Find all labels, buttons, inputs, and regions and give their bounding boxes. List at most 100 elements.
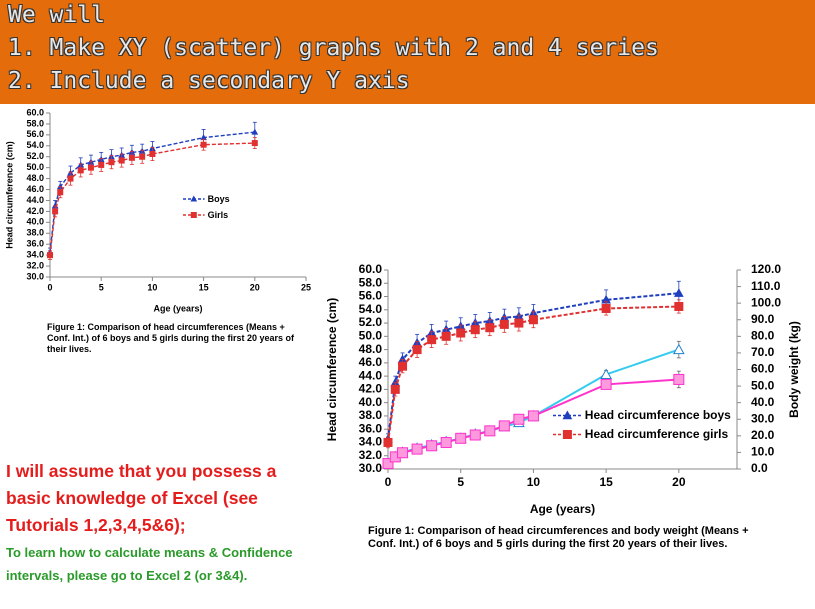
marker	[440, 436, 452, 448]
legend-label: Boys	[207, 194, 230, 204]
marker	[128, 154, 135, 161]
y-tick-label: 58.0	[26, 118, 44, 128]
y-tick-label: 44.0	[359, 368, 383, 382]
x-tick-label: 15	[199, 282, 209, 292]
x-tick-label: 5	[457, 475, 464, 489]
legend-swatch	[553, 430, 582, 439]
y-tick-label: 42.0	[26, 206, 44, 216]
x-tick-label: 20	[250, 282, 260, 292]
marker	[67, 175, 74, 182]
y-axis-title: Head circumference (cm)	[4, 141, 14, 249]
y-tick-label: 46.0	[26, 184, 44, 194]
x-tick-label: 0	[385, 475, 392, 489]
y-tick-label: 48.0	[26, 173, 44, 183]
marker	[527, 410, 539, 422]
marker	[190, 212, 197, 218]
y-tick-label: 30.0	[359, 461, 383, 475]
legend-swatch	[183, 195, 205, 202]
y2-tick-label: 100.0	[751, 295, 781, 309]
legend-entry: Boys	[183, 193, 245, 205]
marker	[513, 413, 525, 425]
marker	[149, 151, 156, 157]
y-tick-label: 30.0	[26, 271, 44, 281]
x-tick-label: 20	[672, 475, 686, 489]
marker	[118, 157, 125, 164]
marker	[600, 378, 612, 390]
marker	[397, 447, 409, 459]
marker	[87, 164, 94, 171]
marker	[562, 410, 573, 420]
y-tick-label: 46.0	[359, 355, 383, 369]
y-tick-label: 38.0	[26, 228, 44, 238]
marker	[98, 161, 105, 168]
y2-tick-label: 20.0	[751, 428, 775, 442]
marker	[77, 167, 84, 174]
y2-tick-label: 10.0	[751, 445, 775, 459]
marker	[412, 345, 422, 355]
instruction-note: To learn how to calculate means & Confid…	[6, 545, 293, 583]
legend-label: Girls	[207, 210, 229, 220]
x-tick-label: 10	[527, 475, 541, 489]
marker	[200, 141, 207, 148]
legend-entry: Head circumference boys	[553, 408, 733, 423]
marker	[108, 159, 115, 166]
y-tick-label: 50.0	[359, 329, 383, 343]
y-tick-label: 54.0	[359, 302, 383, 316]
marker	[382, 458, 394, 470]
marker	[456, 328, 466, 338]
marker	[470, 325, 480, 335]
y2-tick-label: 70.0	[751, 345, 775, 359]
marker	[469, 429, 481, 441]
y-tick-label: 32.0	[359, 448, 383, 462]
y-tick-label: 56.0	[359, 289, 383, 303]
y-tick-label: 52.0	[359, 315, 383, 329]
marker	[673, 288, 684, 297]
marker	[485, 323, 495, 333]
y-tick-label: 40.0	[359, 395, 383, 409]
legend-entry: Girls	[183, 209, 245, 221]
x-tick-label: 10	[147, 282, 157, 292]
legend-label: Head circumference girls	[584, 427, 729, 441]
y-tick-label: 34.0	[359, 435, 383, 449]
marker	[672, 343, 685, 355]
marker	[498, 420, 510, 432]
legend-label: Head circumference boys	[584, 408, 731, 422]
marker	[398, 361, 408, 371]
x-tick-label: 15	[599, 475, 613, 489]
marker	[139, 153, 146, 160]
marker	[528, 315, 538, 325]
y-tick-label: 54.0	[26, 140, 44, 150]
marker	[601, 303, 611, 313]
y2-tick-label: 120.0	[751, 262, 781, 276]
caption: Figure 1: Comparison of head circumferen…	[47, 322, 295, 354]
y2-tick-label: 110.0	[751, 279, 781, 293]
y2-tick-label: 80.0	[751, 329, 775, 343]
y2-tick-label: 30.0	[751, 411, 775, 425]
x-axis-title: Age (years)	[153, 303, 202, 313]
marker	[251, 140, 258, 147]
y2-tick-label: 0.0	[751, 461, 768, 475]
marker	[455, 432, 467, 444]
marker	[383, 437, 393, 447]
y-tick-label: 32.0	[26, 260, 44, 270]
legend-entry: Head circumference girls	[553, 427, 733, 442]
assumption-note: I will assume that you possess a basic k…	[6, 461, 277, 535]
legend: Boys Girls	[183, 193, 245, 225]
y-tick-label: 52.0	[26, 151, 44, 161]
marker	[484, 425, 496, 437]
y-tick-label: 58.0	[359, 275, 383, 289]
y-tick-label: 34.0	[26, 250, 44, 260]
y2-tick-label: 90.0	[751, 312, 775, 326]
y-tick-label: 36.0	[359, 421, 383, 435]
marker	[390, 384, 400, 394]
y-tick-label: 36.0	[26, 239, 44, 249]
y2-axis-title: Body weight (kg)	[787, 321, 801, 418]
y-tick-label: 48.0	[359, 342, 383, 356]
marker	[52, 208, 59, 215]
marker	[190, 195, 198, 202]
marker	[441, 331, 451, 341]
y-tick-label: 42.0	[359, 382, 383, 396]
marker	[427, 335, 437, 345]
